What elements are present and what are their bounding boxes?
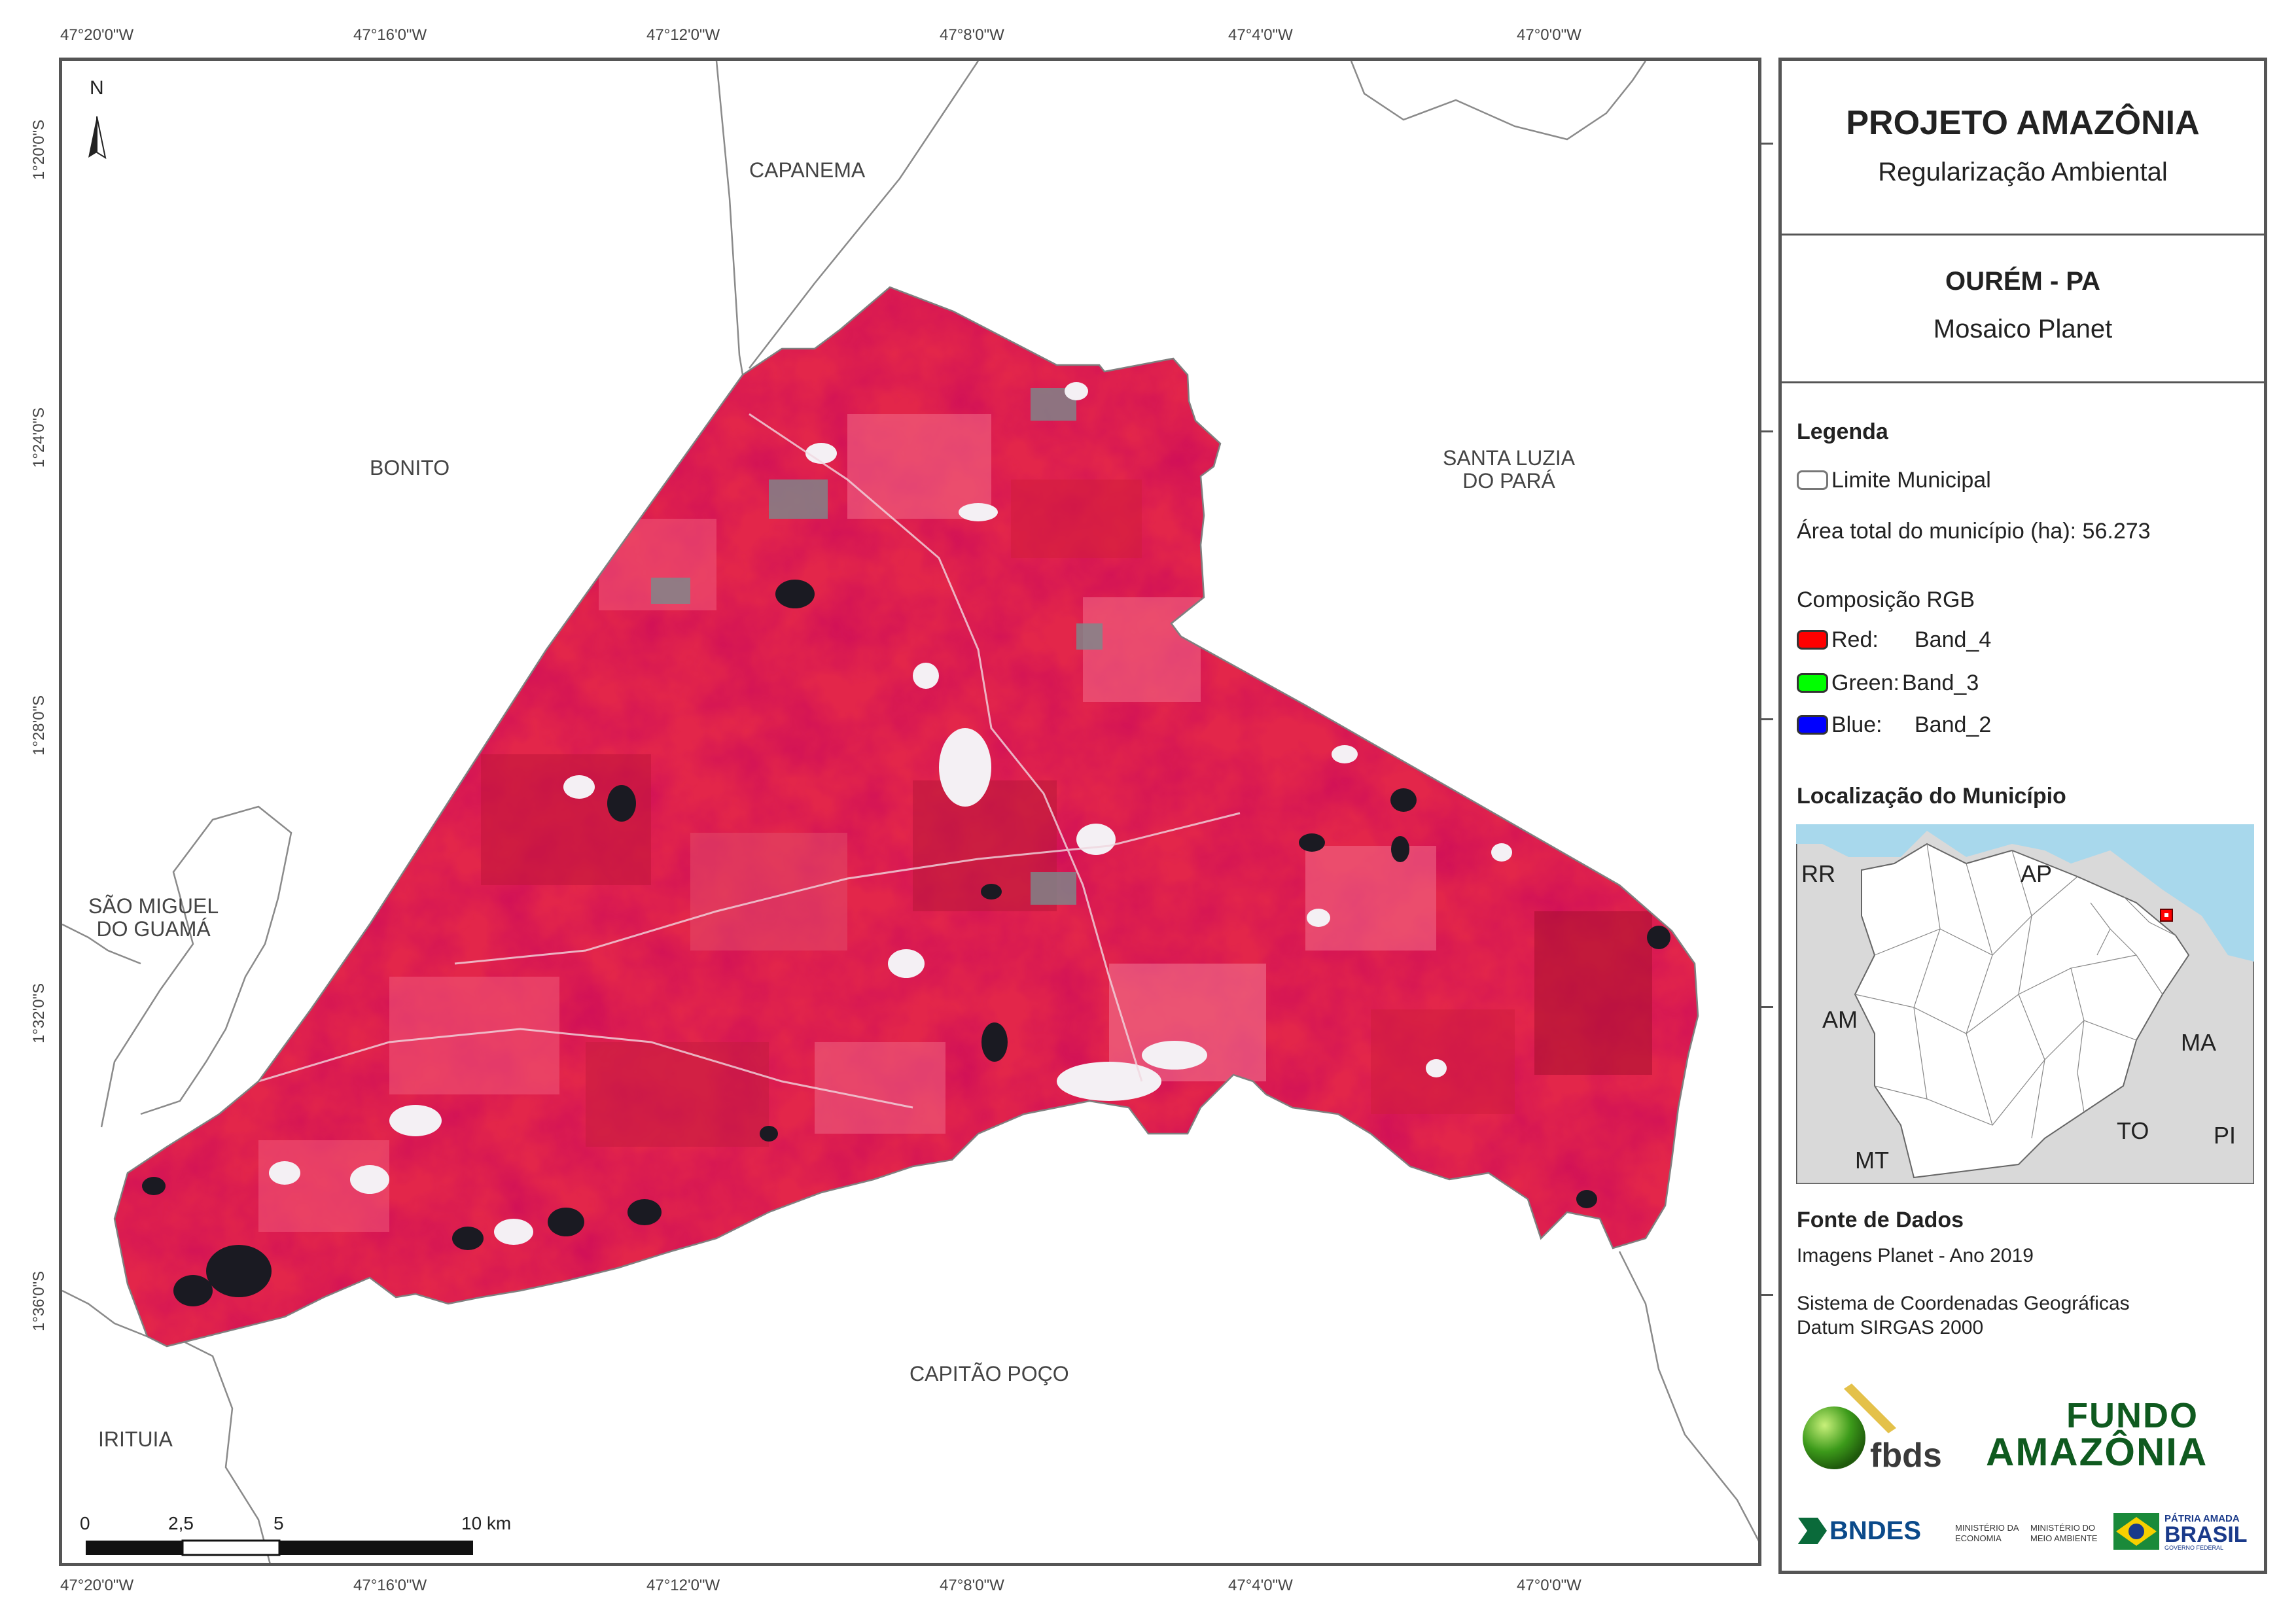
blue-label: Blue: (1831, 712, 1882, 737)
tick-right (1761, 718, 1773, 720)
mosaic-title: Mosaico Planet (1933, 315, 2113, 343)
coord-left-2: 1°28'0"S (30, 695, 48, 756)
neighbor-boundaries (62, 61, 1758, 1563)
min-economia-text: MINISTÉRIO DA ECONOMIA (1955, 1523, 2019, 1543)
red-band: Band_4 (1915, 627, 1992, 652)
fbds-text: fbds (1870, 1437, 1942, 1475)
scale-label-0: 0 (80, 1513, 90, 1533)
north-label: N (90, 77, 104, 99)
area-label: Área total do município (ha): 56.273 (1797, 519, 2151, 544)
coord-bottom-5: 47°0'0"W (1517, 1577, 1581, 1594)
panel-subtitle: Regularização Ambiental (1878, 158, 2168, 186)
coord-top-1: 47°16'0"W (353, 26, 427, 44)
scale-label-3: 10 km (461, 1513, 512, 1533)
label-capitao-poco: CAPITÃO POÇO (910, 1362, 1069, 1386)
scale-label-1: 2,5 (168, 1513, 194, 1533)
source-crs: Sistema de Coordenadas Geográficas (1797, 1293, 2130, 1314)
scale-bar (86, 1539, 473, 1556)
green-label: Green: (1831, 671, 1899, 695)
location-inset-map[interactable] (1796, 824, 2254, 1184)
coord-bottom-4: 47°4'0"W (1228, 1577, 1293, 1594)
governo-text: GOVERNO FEDERAL (2164, 1544, 2224, 1551)
inset-label-ma: MA (2181, 1029, 2216, 1056)
coord-top-2: 47°12'0"W (646, 26, 720, 44)
north-arrow-icon (88, 116, 107, 160)
inset-label-ap: AP (2021, 860, 2053, 887)
coord-top-0: 47°20'0"W (60, 26, 134, 44)
rgb-heading: Composição RGB (1797, 587, 1975, 612)
brasil-text: BRASIL (2164, 1522, 2248, 1547)
municipality-title: OURÉM - PA (1945, 267, 2101, 296)
inset-label-to: TO (2117, 1117, 2149, 1144)
amazonia-text: AMAZÔNIA (1986, 1430, 2208, 1474)
legend-heading: Legenda (1797, 419, 1888, 444)
location-heading: Localização do Município (1797, 784, 2066, 809)
bndes-text: BNDES (1829, 1516, 1922, 1545)
coord-bottom-0: 47°20'0"W (60, 1577, 134, 1594)
min-meio-ambiente-text: MINISTÉRIO DO MEIO AMBIENTE (2030, 1523, 2098, 1543)
map-frame[interactable]: N CAPANEMA BONITO SANTA LUZIA DO PARÁ SÃ… (59, 58, 1761, 1566)
inset-label-mt: MT (1855, 1147, 1889, 1174)
tick-right (1761, 143, 1773, 145)
red-label: Red: (1831, 627, 1879, 652)
label-santa-luzia: SANTA LUZIA DO PARÁ (1443, 446, 1576, 493)
scale-label-2: 5 (274, 1513, 284, 1533)
tick-right (1761, 1006, 1773, 1008)
coord-bottom-2: 47°12'0"W (646, 1577, 720, 1594)
coord-left-1: 1°24'0"S (30, 407, 48, 468)
tick-right (1761, 1294, 1773, 1296)
coord-top-3: 47°8'0"W (940, 26, 1004, 44)
green-swatch (1797, 673, 1828, 693)
info-panel: PROJETO AMAZÔNIA Regularização Ambiental… (1778, 58, 2267, 1574)
coord-left-4: 1°36'0"S (30, 1270, 48, 1331)
divider (1782, 381, 2264, 383)
fundo-amazonia-logo: FUNDO AMAZÔNIA (1978, 1395, 2253, 1474)
sources-heading: Fonte de Dados (1797, 1208, 1964, 1232)
coord-top-4: 47°4'0"W (1228, 26, 1293, 44)
green-band: Band_3 (1902, 671, 1979, 695)
map-canvas[interactable] (62, 61, 1761, 1566)
brasil-logo: PÁTRIA AMADA BRASIL GOVERNO FEDERAL (2113, 1513, 2251, 1552)
coord-left-0: 1°20'0"S (30, 119, 48, 180)
limit-swatch (1797, 470, 1828, 490)
inset-label-am: AM (1822, 1006, 1858, 1033)
blue-band: Band_2 (1915, 712, 1992, 737)
label-sao-miguel: SÃO MIGUEL DO GUAMÁ (88, 894, 219, 941)
fbds-logo: fbds (1798, 1376, 1955, 1475)
coord-bottom-3: 47°8'0"W (940, 1577, 1004, 1594)
coord-left-3: 1°32'0"S (30, 983, 48, 1043)
label-bonito: BONITO (370, 456, 450, 480)
coord-bottom-1: 47°16'0"W (353, 1577, 427, 1594)
ourem-imagery (115, 287, 1698, 1346)
source-datum: Datum SIRGAS 2000 (1797, 1317, 1984, 1338)
label-irituia: IRITUIA (98, 1427, 173, 1451)
source-images: Imagens Planet - Ano 2019 (1797, 1245, 2034, 1266)
fundo-text: FUNDO (2066, 1396, 2199, 1435)
limit-label: Limite Municipal (1831, 468, 1991, 493)
red-swatch (1797, 630, 1828, 650)
patria-text: PÁTRIA AMADA (2164, 1513, 2240, 1524)
blue-swatch (1797, 715, 1828, 735)
inset-label-pi: PI (2214, 1122, 2236, 1149)
divider (1782, 234, 2264, 236)
inset-label-rr: RR (1801, 860, 1835, 887)
coord-top-5: 47°0'0"W (1517, 26, 1581, 44)
tick-right (1761, 430, 1773, 432)
panel-title: PROJETO AMAZÔNIA (1846, 104, 2200, 142)
label-capanema: CAPANEMA (749, 158, 866, 182)
